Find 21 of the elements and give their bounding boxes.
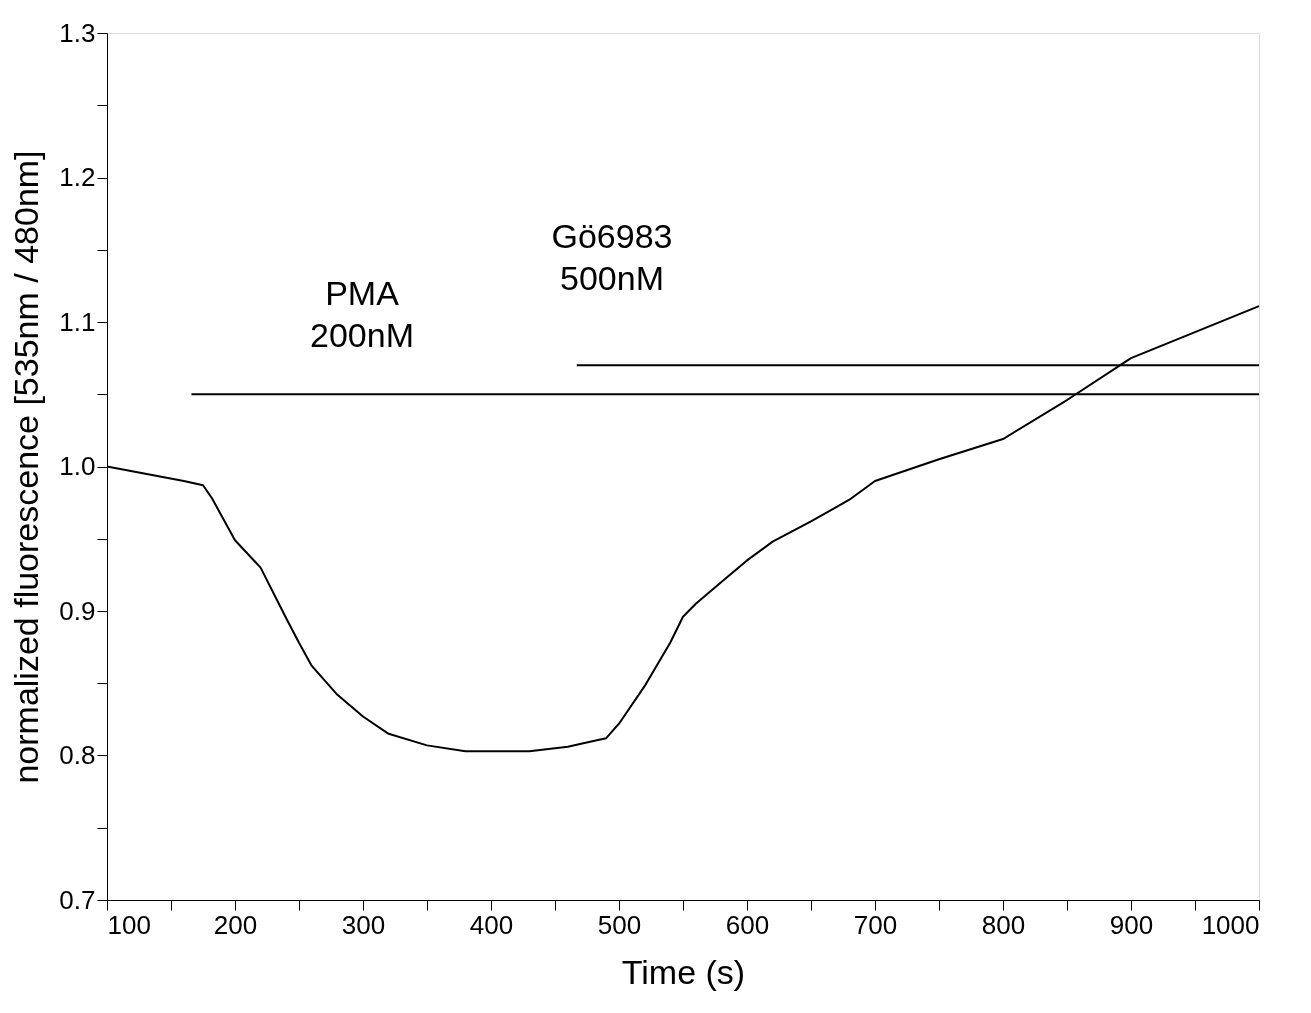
y-tick-label: 1.1	[59, 306, 96, 337]
x-tick-label: 600	[725, 909, 770, 940]
y-tick-label: 0.9	[59, 595, 96, 626]
x-tick-label: 700	[853, 909, 898, 940]
annotation: PMA 200nM	[310, 274, 414, 354]
x-axis-title: Time (s)	[621, 952, 746, 991]
annotation: Gö6983 500nM	[551, 217, 673, 297]
y-axis-title: normalized fluorescence [535nm / 480nm]	[7, 150, 46, 784]
x-tick-label: 400	[469, 909, 514, 940]
x-tick-label: 100	[107, 909, 151, 940]
x-tick-label: 500	[597, 909, 642, 940]
x-tick-label: 300	[341, 909, 386, 940]
x-tick-label: 1000	[1201, 909, 1260, 940]
y-tick-label: 1.3	[59, 17, 96, 48]
y-tick-label: 1.0	[59, 451, 96, 481]
y-tick-label: 0.8	[59, 740, 96, 770]
y-tick-label: 0.7	[59, 884, 96, 915]
y-tick-label: 1.2	[59, 162, 96, 192]
x-tick-label: 800	[981, 909, 1026, 940]
x-tick-label: 900	[1109, 909, 1154, 940]
x-tick-label: 200	[213, 909, 258, 940]
